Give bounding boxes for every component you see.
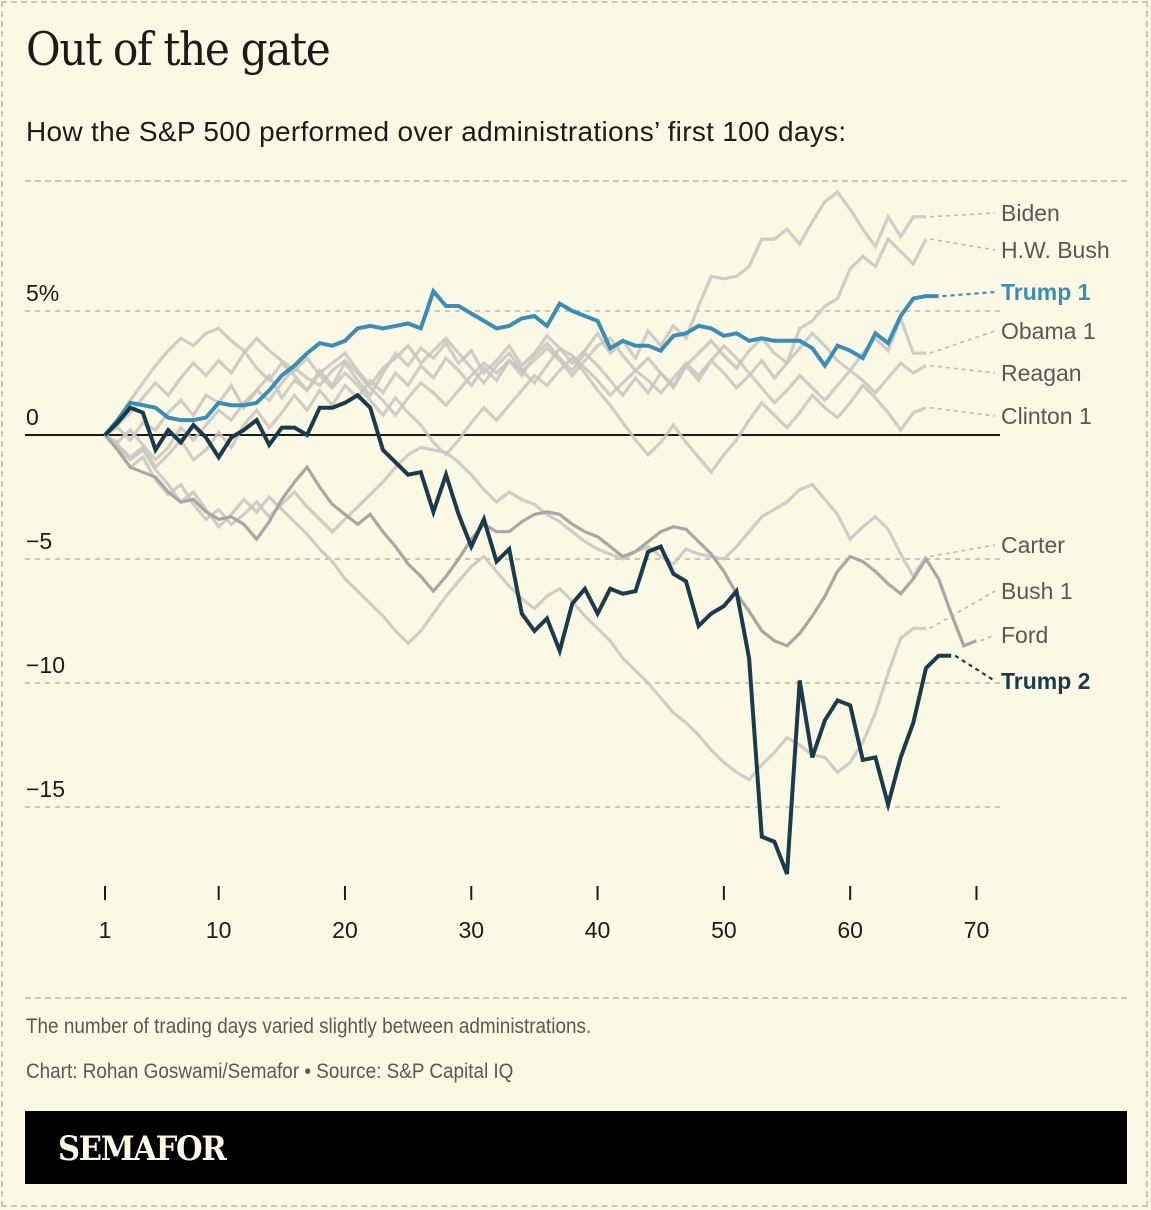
x-tick-label: 30	[458, 917, 484, 943]
y-tick-label: −10	[26, 652, 65, 678]
chart-note: The number of trading days varied slight…	[26, 1015, 592, 1038]
x-axis: 1 10 20 30 40 50 60 70	[99, 886, 990, 943]
series-label-clinton-1: Clinton 1	[1001, 403, 1092, 429]
series-label-carter: Carter	[1001, 532, 1065, 558]
series-label-trump-2: Trump 2	[1001, 668, 1090, 694]
chart-subtitle: How the S&P 500 performed over administr…	[26, 116, 847, 147]
series-line-trump-2	[103, 392, 952, 875]
chart-title: Out of the gate	[26, 22, 331, 76]
series-line-obama-1	[103, 313, 926, 437]
series-line-ford	[103, 433, 978, 648]
leader-line-ford	[980, 634, 996, 642]
series-lines	[103, 189, 978, 875]
y-tick-label: −15	[26, 776, 65, 802]
leader-line-biden	[929, 212, 996, 218]
series-line-h-w-bush	[104, 236, 928, 470]
series-label-h-w-bush: H.W. Bush	[1001, 237, 1110, 263]
bottom-divider	[25, 997, 1127, 999]
leader-line-clinton-1	[929, 406, 996, 417]
series-labels: Biden H.W. Bush Obama 1 Reagan Clinton 1 Cart…	[1001, 200, 1110, 694]
x-tick-label: 20	[332, 917, 358, 943]
leader-line-carter	[929, 544, 996, 558]
y-tick-label: 0	[26, 404, 39, 430]
series-label-ford: Ford	[1001, 622, 1048, 648]
semafor-logo: SEMAFOR	[58, 1129, 227, 1169]
leader-line-bush-1	[929, 590, 996, 630]
y-axis: 5% 0 −5 −10 −15	[26, 280, 65, 802]
leader-line-trump-1	[942, 290, 996, 298]
series-label-reagan: Reagan	[1001, 360, 1082, 386]
series-line-trump-1	[103, 287, 939, 437]
brand-bar: SEMAFOR	[25, 1111, 1127, 1184]
label-leaders	[929, 212, 996, 682]
x-tick-label: 40	[585, 917, 611, 943]
series-label-obama-1: Obama 1	[1001, 318, 1096, 344]
y-tick-label: −5	[26, 528, 52, 554]
x-tick-label: 70	[964, 917, 990, 943]
leader-line-trump-2	[954, 654, 996, 682]
series-label-trump-1: Trump 1	[1001, 279, 1091, 305]
chart-credit: Chart: Rohan Goswami/Semafor • Source: S…	[26, 1060, 514, 1083]
x-tick-label: 50	[711, 917, 737, 943]
line-chart: 5% 0 −5 −10 −15 1 10 20 30 40 50 60 70 Biden H.W. Bu…	[25, 189, 1110, 943]
x-tick-label: 60	[837, 917, 863, 943]
leader-line-obama-1	[929, 330, 996, 354]
leader-line-h-w-bush	[929, 238, 996, 251]
x-tick-label: 1	[99, 917, 112, 943]
y-tick-label: 5%	[26, 280, 59, 306]
series-line-bush-1	[103, 433, 926, 782]
series-line-carter	[103, 433, 928, 580]
series-label-biden: Biden	[1001, 200, 1060, 226]
series-label-bush-1: Bush 1	[1001, 578, 1073, 604]
series-line-clinton-1	[104, 335, 927, 475]
leader-line-reagan	[929, 364, 996, 374]
x-tick-label: 10	[206, 917, 232, 943]
top-divider	[25, 180, 1127, 182]
